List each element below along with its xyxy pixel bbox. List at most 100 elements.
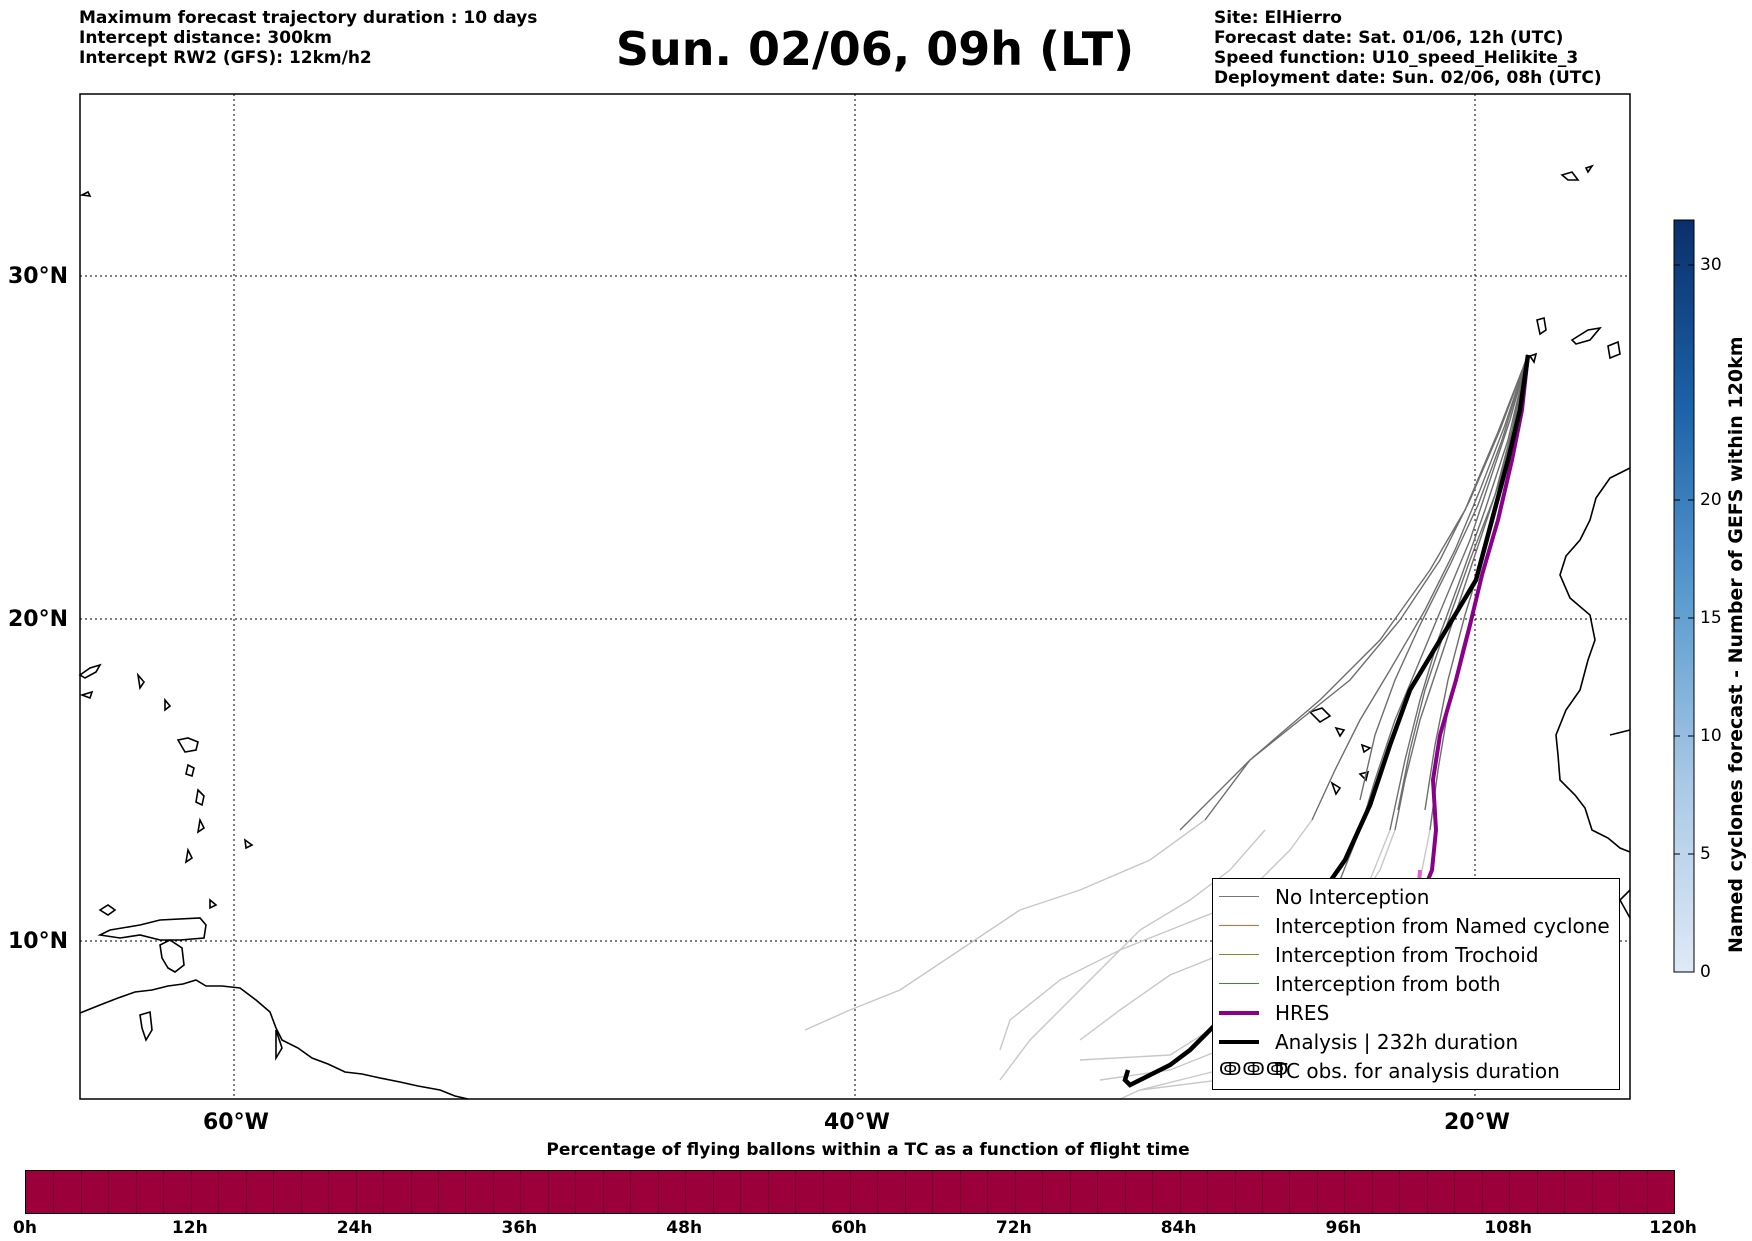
percentage-bar-divider [1289, 1171, 1291, 1213]
percentage-bar-divider [53, 1171, 55, 1213]
legend-line-icon [1219, 983, 1259, 984]
percentage-bar-divider [932, 1171, 934, 1213]
percentage-bar-divider [547, 1171, 549, 1213]
percentage-bar-tick-label: 120h [1649, 1218, 1697, 1238]
percentage-bar-divider [795, 1171, 797, 1213]
percentage-bar [25, 1170, 1675, 1214]
percentage-bar-tick-label: 12h [171, 1218, 208, 1238]
percentage-bar-tick-label: 48h [666, 1218, 703, 1238]
max-duration-text: Maximum forecast trajectory duration : 1… [79, 8, 538, 28]
percentage-bar-tick-label: 96h [1325, 1218, 1362, 1238]
intercept-rw2-text: Intercept RW2 (GFS): 12km/h2 [79, 48, 372, 68]
header-info-right: Site: ElHierro Forecast date: Sat. 01/06… [1214, 8, 1602, 88]
speed-function-text: Speed function: U10_speed_Helikite_3 [1214, 48, 1579, 68]
percentage-bar-divider [410, 1171, 412, 1213]
percentage-bar-divider [1152, 1171, 1154, 1213]
percentage-bar-divider [1344, 1171, 1346, 1213]
percentage-bar-divider [1124, 1171, 1126, 1213]
percentage-bar-divider [904, 1171, 906, 1213]
cyclone-colorbar [1673, 219, 1695, 973]
colorbar-tick-5: 5 [1700, 844, 1711, 864]
percentage-bar-divider [1069, 1171, 1071, 1213]
percentage-bar-divider [822, 1171, 824, 1213]
percentage-bar-divider [987, 1171, 989, 1213]
percentage-bar-divider [273, 1171, 275, 1213]
percentage-bar-divider [1014, 1171, 1016, 1213]
percentage-bar-tick-label: 108h [1484, 1218, 1532, 1238]
percentage-bar-divider [712, 1171, 714, 1213]
percentage-bar-divider [328, 1171, 330, 1213]
percentage-bar-divider [657, 1171, 659, 1213]
cyclone-colorbar-ticks [1674, 264, 1694, 855]
colorbar-tick-15: 15 [1700, 608, 1722, 628]
percentage-bar-divider [438, 1171, 439, 1213]
legend-item-named-cyclone: Interception from Named cyclone [1213, 912, 1619, 941]
percentage-bar-divider [1097, 1171, 1099, 1213]
colorbar-tick-20: 20 [1700, 490, 1722, 510]
header-info-left: Maximum forecast trajectory duration : 1… [79, 8, 537, 68]
percentage-bar-divider [1371, 1171, 1373, 1213]
intercept-distance-text: Intercept distance: 300km [79, 28, 332, 48]
percentage-bar-tick-label: 84h [1160, 1218, 1197, 1238]
lon-label-40w: 40°W [824, 1110, 890, 1135]
legend-item-trochoid: Interception from Trochoid [1213, 941, 1619, 970]
percentage-bar-divider [1399, 1171, 1401, 1213]
forecast-date-text: Forecast date: Sat. 01/06, 12h (UTC) [1214, 28, 1564, 48]
legend-line-icon [1219, 896, 1259, 897]
legend-item-analysis: Analysis | 232h duration [1213, 1028, 1619, 1057]
percentage-bar-divider [465, 1171, 467, 1213]
percentage-bar-divider [163, 1171, 165, 1213]
percentage-bar-divider [492, 1171, 494, 1213]
percentage-bar-divider [383, 1171, 385, 1213]
lon-label-60w: 60°W [203, 1110, 269, 1135]
page-title: Sun. 02/06, 09h (LT) [615, 22, 1135, 76]
percentage-bar-divider [190, 1171, 192, 1213]
legend-line-icon [1219, 1011, 1259, 1015]
percentage-bar-divider [767, 1171, 769, 1213]
map-legend: No Interception Interception from Named … [1212, 878, 1620, 1090]
percentage-bar-divider [1262, 1171, 1263, 1213]
percentage-bar-divider [1564, 1171, 1566, 1213]
percentage-bar-divider [1536, 1171, 1538, 1213]
percentage-bar-divider [630, 1171, 632, 1213]
percentage-bar-tick-label: 36h [501, 1218, 538, 1238]
percentage-bar-divider [300, 1171, 302, 1213]
tc-symbol-icon: ↂↂↂ [1219, 1059, 1290, 1080]
percentage-bar-divider [740, 1171, 742, 1213]
percentage-bar-divider [877, 1171, 879, 1213]
lon-label-20w: 20°W [1444, 1110, 1510, 1135]
percentage-bar-tick-label: 24h [336, 1218, 373, 1238]
legend-item-hres: HRES [1213, 999, 1619, 1028]
lat-label-10n: 10°N [8, 929, 69, 954]
map-frame [79, 93, 1631, 1100]
colorbar-tick-30: 30 [1700, 255, 1722, 275]
lat-label-30n: 30°N [8, 264, 69, 289]
analysis-trajectory [1122, 354, 1531, 1088]
legend-item-tc-obs: ↂↂↂ TC obs. for analysis duration [1219, 1059, 1560, 1083]
percentage-bar-divider [602, 1171, 604, 1213]
colorbar-tick-10: 10 [1700, 726, 1722, 746]
colorbar-tick-0: 0 [1700, 962, 1711, 982]
percentage-bar-divider [685, 1171, 687, 1213]
legend-line-icon [1219, 925, 1259, 926]
percentage-bar-divider [1481, 1171, 1483, 1213]
percentage-bar-divider [959, 1171, 961, 1213]
percentage-bar-divider [1646, 1171, 1648, 1213]
percentage-bar-divider [108, 1171, 110, 1213]
percentage-bar-divider [1042, 1171, 1044, 1213]
percentage-bar-divider [850, 1171, 851, 1213]
legend-item-both: Interception from both [1213, 970, 1619, 999]
percentage-bar-divider [1234, 1171, 1236, 1213]
percentage-bar-divider [1509, 1171, 1511, 1213]
ensemble-trajectories [1179, 354, 1529, 881]
percentage-bar-divider [80, 1171, 82, 1213]
percentage-bar-divider [355, 1171, 357, 1213]
percentage-bar-divider [1454, 1171, 1456, 1213]
percentage-bar-divider [520, 1171, 522, 1213]
percentage-bar-divider [135, 1171, 137, 1213]
percentage-bar-title: Percentage of flying ballons within a TC… [546, 1140, 1190, 1160]
legend-line-icon [1219, 954, 1259, 955]
percentage-bar-divider [1591, 1171, 1593, 1213]
percentage-bar-divider [1316, 1171, 1318, 1213]
legend-line-icon [1219, 1040, 1259, 1044]
